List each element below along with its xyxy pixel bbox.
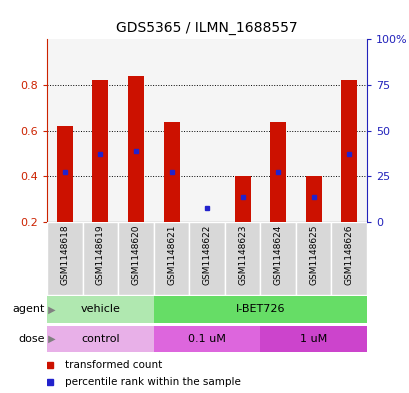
Text: control: control	[81, 334, 119, 344]
Text: GSM1148626: GSM1148626	[344, 224, 353, 285]
Bar	[92, 81, 108, 222]
Bar	[153, 296, 366, 323]
Text: GSM1148618: GSM1148618	[60, 224, 69, 285]
Bar	[260, 222, 295, 295]
Bar	[153, 326, 260, 352]
Text: 1 uM: 1 uM	[299, 334, 326, 344]
Bar	[224, 222, 260, 295]
Text: transformed count: transformed count	[65, 360, 162, 370]
Text: GSM1148621: GSM1148621	[166, 224, 175, 285]
Bar	[83, 222, 118, 295]
Bar	[153, 222, 189, 295]
Bar	[260, 326, 366, 352]
Bar	[118, 222, 153, 295]
Bar	[47, 296, 153, 323]
Bar	[305, 176, 321, 222]
Text: 0.1 uM: 0.1 uM	[188, 334, 225, 344]
Bar	[189, 222, 224, 295]
Text: GSM1148623: GSM1148623	[238, 224, 247, 285]
Text: percentile rank within the sample: percentile rank within the sample	[65, 377, 240, 387]
Bar	[128, 76, 144, 222]
Text: GSM1148622: GSM1148622	[202, 224, 211, 285]
Bar	[57, 126, 73, 222]
Text: GSM1148625: GSM1148625	[308, 224, 317, 285]
Text: agent: agent	[13, 305, 45, 314]
Bar	[47, 222, 83, 295]
Text: GSM1148620: GSM1148620	[131, 224, 140, 285]
Bar	[295, 222, 330, 295]
Bar	[199, 222, 214, 245]
Title: GDS5365 / ILMN_1688557: GDS5365 / ILMN_1688557	[116, 22, 297, 35]
Bar	[47, 326, 153, 352]
Text: ▶: ▶	[45, 334, 56, 344]
Text: ▶: ▶	[45, 305, 56, 314]
Text: I-BET726: I-BET726	[235, 305, 284, 314]
Text: vehicle: vehicle	[80, 305, 120, 314]
Bar	[234, 176, 250, 222]
Bar	[163, 121, 179, 222]
Bar	[330, 222, 366, 295]
Text: dose: dose	[18, 334, 45, 344]
Text: GSM1148624: GSM1148624	[273, 224, 282, 285]
Bar	[270, 121, 285, 222]
Text: GSM1148619: GSM1148619	[96, 224, 105, 285]
Bar	[340, 81, 356, 222]
